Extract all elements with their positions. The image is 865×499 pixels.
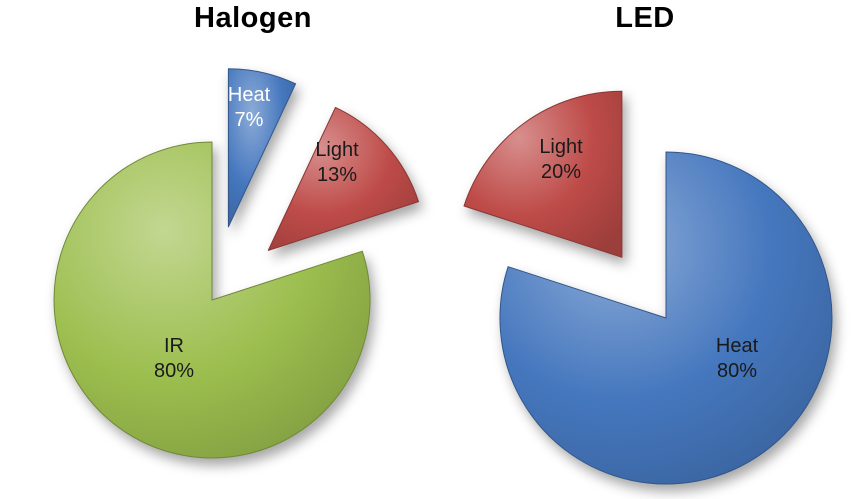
pie-led-slice-heat — [499, 151, 833, 485]
slice-value-led-heat: 80% — [717, 360, 757, 382]
chart-title-led: LED — [615, 2, 675, 34]
pie-halogen: Heat 7% Light 13% IR 80% — [53, 68, 419, 459]
slice-value-halogen-heat: 7% — [235, 109, 264, 131]
slice-value-halogen-ir: 80% — [154, 360, 194, 382]
slice-label-halogen-light: Light — [315, 139, 359, 161]
pie-led-slice-light — [463, 90, 623, 258]
pie-halogen-slice-heat — [227, 68, 297, 228]
slice-label-halogen-ir: IR — [164, 335, 184, 357]
slice-label-led-light: Light — [539, 136, 583, 158]
pie-led: Heat 80% Light 20% — [463, 90, 833, 485]
slice-label-led-heat: Heat — [716, 335, 759, 357]
slice-value-led-light: 20% — [541, 161, 581, 183]
pie-halogen-slice-light — [267, 106, 419, 251]
slice-label-halogen-heat: Heat — [228, 84, 271, 106]
pie-halogen-slice-ir — [53, 141, 371, 459]
chart-title-halogen: Halogen — [194, 2, 312, 34]
slice-value-halogen-light: 13% — [317, 164, 357, 186]
